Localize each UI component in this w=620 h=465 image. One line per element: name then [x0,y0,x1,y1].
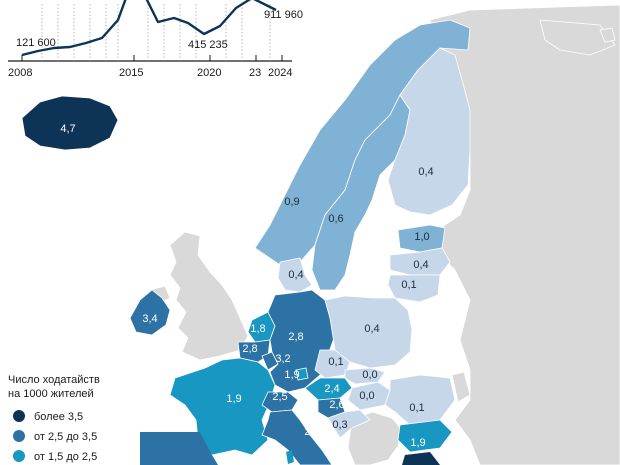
inset-series-line [21,0,277,57]
inset-major-ticks [21,55,283,61]
map-legend: Число ходатайств на 1000 жителей более 3… [8,374,100,463]
inset-xtick-2020: 2020 [197,67,221,79]
label-finland: 0,4 [418,166,433,178]
country-liechtenstein [295,367,309,381]
label-czechia: 0,1 [328,356,343,368]
label-lithuania: 0,1 [401,279,416,291]
label-poland: 0,4 [364,323,379,335]
iberia [140,432,218,465]
legend-label-15-25: от 1,5 до 2,5 [34,451,97,463]
country-bulgaria [397,419,453,453]
label-ireland: 3,4 [142,313,157,325]
legend-swatch-25-35 [13,430,25,442]
greece [402,452,440,465]
country-latvia [389,247,451,276]
inset-xtick-2015: 2015 [119,67,143,79]
great-britain [169,231,249,361]
inset-annotation-2024: 911 960 [264,9,303,21]
label-belgium: 2,8 [242,343,257,355]
inset-annotation-start: 121 600 [16,37,56,49]
label-france: 1,9 [226,393,241,405]
country-croatia [327,409,371,439]
label-liechtenstein: 1,9 [284,369,299,381]
inset-annotation-2020: 415 235 [188,39,228,51]
inset-line-chart: 121 600 415 235 911 960 2008 2015 2020 2… [8,0,303,79]
country-lithuania [387,274,441,303]
arctic-islands [599,27,616,43]
label-romania: 0,1 [409,402,424,414]
label-iceland: 4,7 [60,123,75,135]
western-balkans [347,411,403,465]
legend-label-25-35: от 2,5 до 3,5 [34,431,97,443]
country-sweden [311,94,411,291]
inset-xtick-2008: 2008 [8,67,32,79]
legend-title-line2: на 1000 жителей [8,388,94,400]
country-denmark [277,257,313,293]
moldova [451,371,471,403]
label-luxembourg: 3,2 [275,353,290,365]
label-bulgaria: 1,9 [410,437,425,449]
country-italy [261,409,333,465]
country-labels: 4,7 0,9 0,6 0,4 1,0 0,4 0,1 0,4 3,4 1,8 … [60,123,433,449]
label-estonia: 1,0 [414,231,429,243]
label-slovenia: 2,6 [329,399,344,411]
label-norway: 0,9 [284,196,299,208]
label-croatia: 0,3 [332,419,347,431]
inset-xtick-2024: 2024 [268,67,292,79]
legend-swatch-gt35 [13,410,25,422]
label-slovakia: 0,0 [362,369,377,381]
label-italy: 2,6 [304,426,319,438]
country-finland [387,47,471,216]
legend-swatch-15-25 [13,450,25,462]
inset-xtick-23: 23 [249,67,261,79]
land-north-east [539,19,616,56]
label-netherlands: 1,8 [250,323,265,335]
legend-label-gt35: более 3,5 [34,411,83,423]
label-hungary: 0,0 [359,390,374,402]
label-denmark: 0,4 [288,269,303,281]
label-latvia: 0,4 [413,259,428,271]
countries-layer [21,19,471,465]
country-iceland [21,95,119,151]
label-switzerland: 2,5 [272,391,287,403]
legend-title-line1: Число ходатайств [8,374,100,386]
label-sweden: 0,6 [328,213,343,225]
label-germany: 2,8 [288,331,303,343]
country-ireland [129,289,171,336]
label-austria: 2,4 [324,383,339,395]
corsica [286,450,294,464]
